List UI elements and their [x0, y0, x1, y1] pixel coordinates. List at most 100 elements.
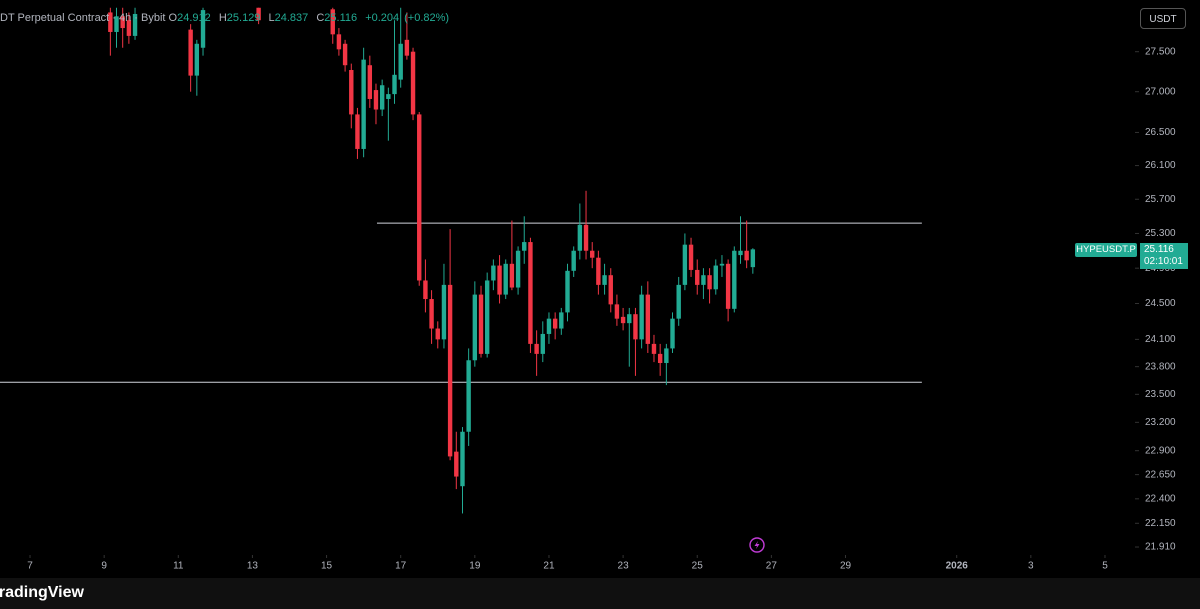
y-tick-label: 24.500: [1145, 298, 1176, 309]
x-tick-label: 23: [618, 561, 630, 572]
y-tick-label: 23.500: [1145, 389, 1176, 400]
footer: TradingView: [0, 578, 1200, 609]
ohlc-value: 24.912: [177, 12, 211, 24]
candle-body: [639, 294, 644, 340]
candle-body: [719, 263, 725, 266]
candle-body: [676, 284, 681, 319]
y-tick-label: 22.650: [1145, 469, 1176, 480]
x-tick-label: 7: [27, 561, 33, 572]
footer-logo: TradingView: [0, 584, 84, 601]
change-percent: (+0.82%): [404, 12, 450, 24]
candle-body: [633, 314, 638, 340]
candle-body: [546, 318, 552, 334]
candle-body: [540, 333, 545, 354]
y-tick-label: 24.100: [1145, 334, 1176, 345]
candle-body: [725, 263, 731, 309]
candle-body: [484, 280, 490, 354]
candle-body: [701, 275, 706, 285]
candle-body: [429, 299, 434, 329]
y-tick-label: 25.300: [1145, 228, 1176, 239]
candle-body: [410, 51, 416, 115]
y-tick-label: 22.150: [1145, 518, 1176, 529]
x-tick-label: 29: [840, 561, 852, 572]
candle-body: [361, 59, 366, 149]
candle-body: [528, 242, 533, 344]
y-tick-label: 26.500: [1145, 127, 1176, 138]
candle-body: [695, 269, 700, 285]
candle-body: [503, 263, 508, 295]
last-price-box: 25.116 02:10:01: [1140, 243, 1188, 269]
candle-body: [559, 312, 564, 329]
y-tick-label: 21.910: [1145, 542, 1176, 553]
candle-body: [491, 265, 496, 281]
candle-body: [194, 43, 200, 76]
candle-body: [651, 343, 657, 354]
candle-body: [565, 270, 570, 313]
candle-body: [552, 318, 558, 329]
last-price: 25.116: [1144, 244, 1174, 255]
candle-body: [657, 353, 663, 364]
candle-body: [330, 9, 335, 35]
candle-body: [571, 250, 576, 271]
candle-body: [460, 431, 465, 487]
candle-body: [645, 294, 651, 344]
x-tick-label: 3: [1028, 561, 1034, 572]
candle-body: [664, 348, 669, 364]
candle-body: [744, 250, 749, 261]
candle-body: [114, 16, 119, 32]
candle-body: [602, 275, 607, 285]
y-tick-label: 25.700: [1145, 194, 1176, 205]
y-tick-label: 27.500: [1145, 46, 1176, 57]
x-tick-label: 19: [469, 561, 481, 572]
candle-body: [688, 244, 694, 270]
candle-body: [367, 65, 373, 99]
candle-body: [386, 94, 391, 99]
candle-body: [515, 250, 521, 288]
candle-body: [590, 250, 595, 258]
x-tick-label: 13: [247, 561, 259, 572]
x-tick-label: 11: [173, 561, 184, 572]
candle-body: [132, 13, 138, 36]
candle-body: [108, 12, 113, 32]
currency-button[interactable]: USDT: [1140, 8, 1186, 29]
x-tick-label: 25: [692, 561, 704, 572]
candle-body: [392, 74, 397, 95]
candle-body: [472, 294, 478, 361]
candle-body: [738, 250, 743, 256]
plot-area: [0, 7, 922, 514]
y-tick-label: 22.900: [1145, 445, 1176, 456]
header-title: DT Perpetual Contract · 4h · Bybit: [0, 12, 166, 24]
candle-body: [404, 39, 410, 56]
candle-body: [478, 294, 484, 354]
candle-body: [336, 34, 342, 50]
ohlc-label: H: [218, 12, 227, 24]
candle-body: [713, 265, 718, 290]
candle-body: [732, 250, 737, 309]
change: +0.204: [365, 12, 400, 24]
candle-body: [670, 318, 675, 349]
candle-body: [509, 263, 515, 288]
symbol-price-label: HYPEUSDT.P: [1075, 243, 1137, 257]
y-tick-label: 26.100: [1145, 160, 1176, 171]
x-tick-label: 21: [543, 561, 555, 572]
ohlc-value: 25.116: [324, 12, 358, 24]
candle-body: [188, 29, 193, 76]
candle-body: [614, 304, 620, 319]
candle-body: [454, 451, 459, 477]
candle-body: [200, 10, 206, 48]
chart: 27.500 27.000 26.500 26.100 25.700 25.300 24.9…: [0, 7, 1176, 572]
ohlc-value: 25.129: [226, 12, 261, 24]
candle-body: [627, 314, 632, 324]
y-tick-label: 22.400: [1145, 493, 1176, 504]
candle-body: [447, 284, 453, 457]
candle-body: [441, 284, 447, 340]
candle-body: [435, 328, 440, 340]
candle-body: [707, 275, 712, 290]
y-tick-label: 27.000: [1145, 86, 1176, 97]
candle-body: [349, 70, 354, 115]
alert-icon[interactable]: [749, 537, 765, 553]
candle-body: [577, 224, 583, 251]
countdown: 02:10:01: [1144, 256, 1183, 267]
candle-body: [423, 280, 428, 300]
